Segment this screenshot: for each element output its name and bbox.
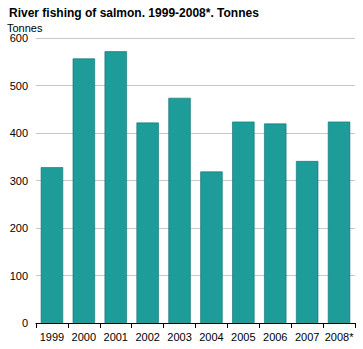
svg-text:2003: 2003 xyxy=(167,331,191,343)
svg-text:2004: 2004 xyxy=(199,331,223,343)
svg-text:River fishing of salmon. 1999-: River fishing of salmon. 1999-2008*. Ton… xyxy=(9,6,259,20)
svg-text:400: 400 xyxy=(10,127,28,139)
svg-text:2006: 2006 xyxy=(263,331,287,343)
svg-text:600: 600 xyxy=(10,32,28,44)
svg-text:Tonnes: Tonnes xyxy=(7,22,43,34)
svg-text:500: 500 xyxy=(10,80,28,92)
svg-text:300: 300 xyxy=(10,175,28,187)
svg-text:2008*: 2008* xyxy=(325,331,354,343)
svg-text:2001: 2001 xyxy=(104,331,128,343)
svg-text:2000: 2000 xyxy=(72,331,96,343)
svg-text:1999: 1999 xyxy=(40,331,64,343)
svg-text:0: 0 xyxy=(22,317,28,329)
svg-text:200: 200 xyxy=(10,222,28,234)
svg-text:2002: 2002 xyxy=(135,331,159,343)
svg-text:2007: 2007 xyxy=(295,331,319,343)
svg-text:100: 100 xyxy=(10,270,28,282)
svg-text:2005: 2005 xyxy=(231,331,255,343)
